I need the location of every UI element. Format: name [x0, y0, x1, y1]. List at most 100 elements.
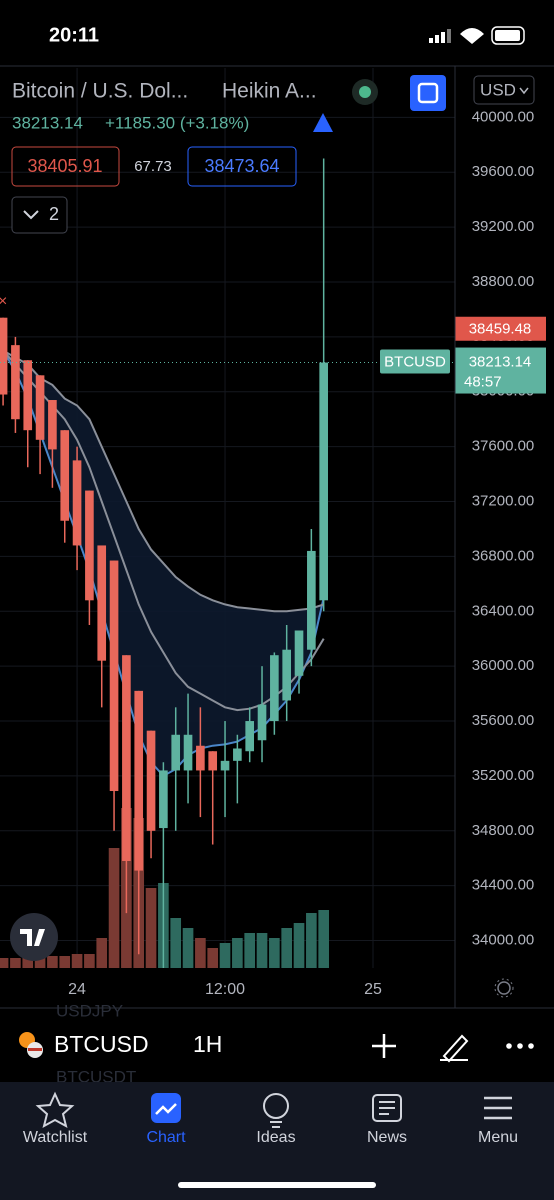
volume-bar: [34, 956, 46, 968]
y-tick-label: 36400.00: [472, 602, 535, 619]
candle-body: [23, 360, 33, 431]
chart-style[interactable]: Heikin A...: [222, 80, 317, 103]
candle-body: [0, 317, 8, 395]
spread: 67.73: [134, 158, 172, 175]
candle-body: [220, 760, 230, 771]
candle-body: [196, 745, 205, 771]
x-tick-label: 24: [68, 981, 86, 998]
price-label: 38213.14: [469, 354, 532, 371]
tab-label[interactable]: Watchlist: [23, 1129, 88, 1146]
candle-body: [109, 560, 119, 792]
y-tick-label: 39600.00: [472, 163, 535, 180]
candle-body: [122, 655, 131, 861]
buy-button[interactable]: [187, 146, 297, 187]
candle-body: [282, 649, 292, 701]
tab-label[interactable]: Menu: [478, 1129, 518, 1146]
candle-body: [233, 748, 242, 761]
chart-icon: [151, 1093, 181, 1123]
y-tick-label: 34000.00: [472, 932, 535, 949]
volume-bar: [269, 938, 280, 968]
chevron: [23, 210, 39, 220]
interval[interactable]: 1H: [193, 1031, 222, 1057]
volume-bar: [182, 928, 194, 968]
volume-bar: [232, 938, 243, 968]
settings-icon[interactable]: [494, 978, 514, 998]
chart-area: 34000.00 34400.00 34800.00 35200.00 35600.00…: [0, 68, 546, 998]
candle-body: [270, 655, 279, 722]
volume-bar: [145, 888, 157, 968]
watchlist-icon: [35, 1091, 75, 1128]
tab-bar: [0, 1082, 554, 1200]
y-tick-label: 34400.00: [472, 877, 535, 894]
y-tick-label: 38800.00: [472, 273, 535, 290]
candle-body: [48, 400, 57, 450]
tab-label[interactable]: Ideas: [256, 1129, 295, 1146]
symbol-tag: BTCUSD: [384, 354, 446, 371]
news-icon: [372, 1094, 402, 1122]
volume-bar: [207, 948, 219, 968]
ribbon-fill: [3, 350, 324, 776]
indicators-count: 2: [49, 204, 59, 224]
x-tick-label: 12:00: [205, 981, 245, 998]
ask-label-bg: [455, 316, 546, 341]
tv-logo[interactable]: [10, 913, 58, 961]
candle-body: [97, 545, 107, 661]
y-tick-label: 34800.00: [472, 822, 535, 839]
volume-bar: [47, 956, 58, 968]
candle-body: [307, 550, 316, 650]
volume-bar: [195, 938, 206, 968]
fullscreen-button[interactable]: [410, 75, 446, 111]
candle-body: [245, 721, 255, 752]
ideas-icon: [263, 1093, 289, 1128]
volume-bar: [59, 956, 71, 968]
volume-bar: [108, 848, 120, 968]
indicators-toggle[interactable]: [11, 196, 68, 234]
sell-button[interactable]: [11, 146, 120, 187]
clock: 20:11: [49, 24, 99, 46]
ask-label: 38459.48: [469, 321, 532, 338]
volume-bar: [0, 958, 9, 968]
volume-bar: [256, 933, 268, 968]
y-tick-label: 35200.00: [472, 767, 535, 784]
y-tick-label: 37200.00: [472, 493, 535, 510]
volume-bar: [318, 910, 329, 968]
volume-bar: [170, 918, 182, 968]
symbol-title[interactable]: Bitcoin / U.S. Dol...: [12, 80, 188, 103]
y-tick-label: 39200.00: [472, 218, 535, 235]
y-tick-label: 37600.00: [472, 438, 535, 455]
status-icons: [429, 26, 525, 45]
volume-bar: [84, 954, 95, 968]
candle-body: [171, 734, 181, 771]
candle-body: [208, 751, 218, 771]
tab-label[interactable]: Chart: [146, 1129, 186, 1146]
volume-bar: [22, 956, 34, 968]
price-change: +1185.30 (+3.18%): [105, 113, 249, 132]
volume-bar: [306, 913, 317, 968]
candle-body: [146, 730, 156, 831]
y-tick-label: 36000.00: [472, 657, 535, 674]
y-tick-label: 35600.00: [472, 712, 535, 729]
marker-x: ×: [0, 293, 7, 310]
candle-body: [134, 690, 144, 871]
arrow-marker: [313, 113, 333, 132]
volume-bar: [71, 954, 83, 968]
draw-button[interactable]: [440, 1034, 469, 1063]
home-indicator: [178, 1182, 376, 1188]
candle-body: [35, 375, 45, 440]
candle-body: [183, 734, 193, 771]
symbol-icon: [19, 1032, 43, 1058]
candle-body: [257, 704, 267, 741]
countdown: 48:57: [464, 374, 502, 391]
last-price: 38213.14: [12, 113, 83, 132]
symbol-tag-bg: [380, 349, 450, 374]
add-button[interactable]: [372, 1034, 396, 1058]
ribbon-line: [2, 349, 325, 613]
tab-label[interactable]: News: [367, 1129, 407, 1146]
candle-body: [11, 345, 20, 420]
more-button[interactable]: [506, 1043, 534, 1049]
bottom-symbol[interactable]: BTCUSD: [54, 1031, 149, 1057]
currency-button[interactable]: [473, 75, 535, 105]
currency: USD: [480, 80, 516, 99]
